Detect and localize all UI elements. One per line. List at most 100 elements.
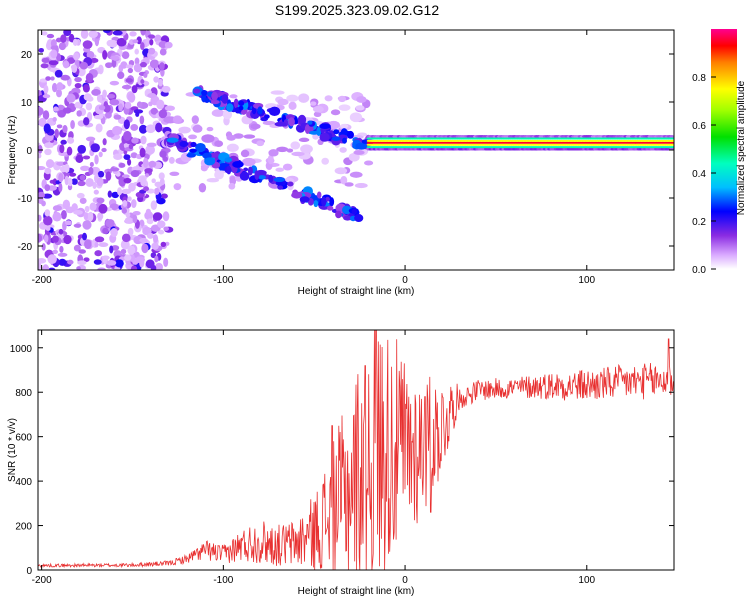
spectrogram-cell: [118, 103, 124, 112]
spectrogram-cell: [112, 125, 122, 136]
spectrogram-cell: [319, 123, 331, 129]
spectrogram-cell: [117, 71, 125, 80]
spectrogram-cell: [343, 215, 352, 221]
spectrogram-cell: [256, 140, 265, 147]
spectrogram-cell: [56, 124, 63, 129]
spectrogram-cell: [52, 205, 62, 212]
spectrogram-cell: [86, 51, 95, 59]
spectrogram-cell: [131, 85, 138, 94]
spectrogram-cell: [43, 215, 53, 226]
spectrogram-cell: [121, 233, 131, 243]
spectrogram-cell: [89, 202, 97, 211]
spectrogram-cell: [95, 123, 103, 133]
spectrogram-cell: [268, 149, 279, 157]
spectrogram-x-label: Height of straight line (km): [298, 286, 415, 297]
spectrogram-cell: [123, 130, 132, 141]
spectrogram-cell: [103, 30, 111, 34]
spectrogram-cell: [72, 38, 78, 46]
spectrogram-cell: [288, 101, 297, 111]
spectrogram-cell: [142, 157, 149, 168]
spectrogram-cell: [60, 210, 67, 220]
y-tick-label: 10: [21, 98, 33, 109]
spectrogram-cell: [324, 95, 333, 102]
spectrogram-cell: [56, 82, 64, 91]
spectrogram-cell: [62, 60, 70, 69]
spectrogram-cell: [52, 212, 62, 222]
spectrogram-cell: [310, 101, 317, 106]
spectrogram-cell: [64, 175, 69, 186]
spectrogram-cell: [63, 234, 72, 245]
spectrogram-cell: [291, 151, 305, 157]
spectrogram-cell: [125, 64, 134, 69]
spectrogram-cell: [50, 45, 58, 51]
colorbar: 0.0 0.2 0.4 0.6 0.8 Normalized spectral ampl…: [692, 29, 747, 276]
y-tick-label: 600: [15, 433, 32, 444]
y-tick-label: 400: [15, 477, 32, 488]
spectrogram-cell: [110, 55, 120, 61]
y-tick-label: -20: [18, 242, 33, 253]
spectrogram-cell: [139, 237, 148, 243]
spectrogram-cell: [344, 182, 354, 187]
spectrogram-cell: [268, 174, 274, 183]
colorbar-tick-label: 0.2: [692, 217, 706, 228]
spectrogram-cell: [298, 137, 310, 143]
spectrogram-cell: [134, 57, 140, 65]
colorbar-tick-label: 0.6: [692, 121, 706, 132]
spectrogram-cell: [338, 95, 347, 103]
spectrogram-cell: [52, 249, 58, 254]
spectrogram-cell: [113, 114, 122, 120]
spectrogram-cell: [267, 154, 274, 165]
spectrogram-cell: [157, 229, 165, 235]
spectrogram-cell: [262, 120, 276, 126]
spectrogram-cell: [201, 89, 208, 96]
spectrogram-cell: [313, 111, 322, 118]
spectrogram-cell: [150, 200, 158, 210]
spectrogram-cell: [164, 41, 173, 49]
spectrogram-cell: [45, 159, 55, 169]
spectrogram-cell: [60, 34, 67, 43]
spectrogram-cell: [101, 255, 110, 260]
spectrogram-cell: [65, 220, 72, 226]
spectrogram-cell: [364, 160, 374, 166]
spectrogram-cell: [221, 94, 229, 104]
spectrogram-cell: [57, 252, 68, 257]
spectrogram-cell: [270, 90, 285, 95]
spectrogram-cell: [127, 245, 136, 255]
spectrogram-cell: [179, 140, 189, 148]
spectrogram-cell: [96, 177, 104, 187]
spectrogram-cell: [325, 196, 330, 202]
spectrogram-cell: [274, 121, 287, 127]
spectrogram-cell: [85, 72, 94, 83]
spectrogram-cell: [224, 157, 233, 163]
spectrogram-cell: [155, 262, 163, 270]
spectrogram-cell: [144, 168, 153, 174]
spectrogram-cell: [334, 167, 348, 175]
spectrogram-cell: [150, 107, 158, 115]
spectrogram-cell: [161, 193, 168, 199]
spectrogram-cell: [147, 93, 157, 99]
spectrogram-cell: [140, 135, 147, 145]
spectrogram-cell: [163, 257, 169, 267]
spectrogram-cell: [48, 267, 56, 270]
spectrogram-cell: [146, 232, 154, 239]
spectrogram-cell: [120, 248, 127, 255]
spectrogram-cell: [106, 93, 116, 99]
spectrogram-cell: [52, 82, 58, 93]
spectrogram-cell: [117, 187, 123, 196]
spectrogram-cell: [139, 115, 145, 125]
snr-y-label: SNR (10 * v/v): [7, 418, 18, 482]
spectrogram-cell: [257, 175, 267, 180]
spectrogram-cell: [73, 210, 83, 215]
spectrogram-cell: [342, 205, 352, 215]
spectrogram-cell: [83, 257, 90, 262]
spectrogram-cell: [110, 228, 118, 237]
spectrogram-cell: [67, 177, 73, 187]
spectrogram-cell: [88, 30, 99, 39]
spectrogram-cell: [38, 214, 42, 222]
spectrogram-cell: [238, 105, 244, 111]
spectrogram-cell: [42, 110, 50, 120]
spectrogram-cell: [71, 203, 78, 212]
snr-frame: [37, 329, 675, 571]
